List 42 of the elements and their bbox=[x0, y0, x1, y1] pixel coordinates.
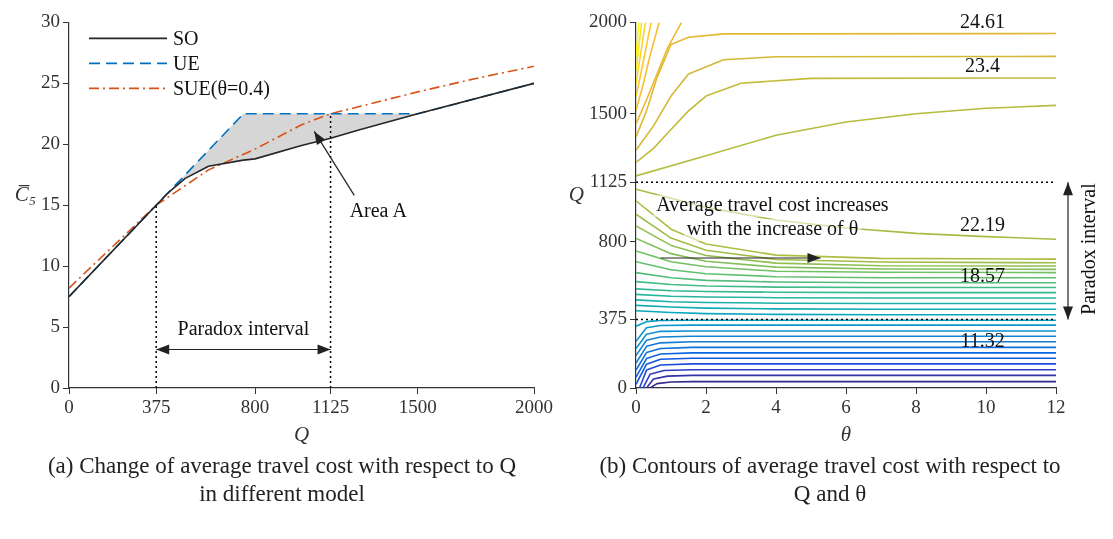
y-tick-label: 20 bbox=[41, 132, 60, 154]
x-tick-label: 2000 bbox=[515, 396, 553, 418]
x-axis-title: θ bbox=[840, 421, 852, 446]
y-axis-title: C̅₅ bbox=[14, 181, 36, 206]
x-tick-label: 1125 bbox=[311, 396, 350, 418]
annotation: Paradox interval bbox=[177, 316, 310, 339]
y-tick-label: 2000 bbox=[589, 10, 627, 32]
legend-label: SO bbox=[173, 26, 199, 49]
x-tick-label: 800 bbox=[240, 396, 270, 418]
x-tick-label: 0 bbox=[631, 396, 641, 418]
x-tick-label: 1500 bbox=[398, 396, 437, 418]
y-tick-label: 15 bbox=[41, 193, 60, 215]
annotation: Average travel cost increases with the increase of θ bbox=[656, 193, 889, 240]
y-tick-label: 25 bbox=[41, 71, 60, 93]
annotation: Area A bbox=[349, 198, 408, 221]
x-tick-label: 2 bbox=[701, 396, 711, 418]
y-tick-label: 0 bbox=[617, 375, 627, 397]
y-tick-label: 375 bbox=[598, 307, 627, 329]
annotation: 24.61 bbox=[960, 9, 1005, 32]
x-tick-label: 10 bbox=[976, 396, 996, 418]
y-tick-label: 0 bbox=[50, 375, 60, 397]
text: (a) Change of average travel cost with respect to Q in different model bbox=[47, 452, 517, 508]
y-tick-label: 800 bbox=[598, 229, 627, 251]
x-tick-label: 6 bbox=[841, 396, 851, 418]
legend-label: UE bbox=[173, 51, 200, 74]
annotation: 22.19 bbox=[960, 212, 1005, 235]
x-tick-label: 12 bbox=[1046, 396, 1066, 418]
x-axis-title: Q bbox=[293, 421, 310, 446]
y-tick-label: 1125 bbox=[589, 170, 627, 192]
y-tick-label: 5 bbox=[50, 315, 60, 337]
y-tick-label: 1500 bbox=[589, 101, 627, 123]
x-tick-label: 0 bbox=[64, 396, 74, 418]
text: Paradox interval bbox=[1077, 182, 1100, 315]
y-tick-label: 30 bbox=[41, 10, 60, 32]
x-tick-label: 4 bbox=[771, 396, 782, 418]
x-tick-label: 8 bbox=[911, 396, 921, 418]
y-axis-title: Q bbox=[568, 181, 584, 206]
x-tick-label: 375 bbox=[141, 396, 171, 418]
legend-label: SUE(θ=0.4) bbox=[173, 76, 270, 100]
y-tick-label: 10 bbox=[41, 254, 60, 276]
annotation: 23.4 bbox=[965, 54, 1000, 77]
text: (b) Contours of average travel cost with respect to Q and θ bbox=[598, 452, 1062, 508]
